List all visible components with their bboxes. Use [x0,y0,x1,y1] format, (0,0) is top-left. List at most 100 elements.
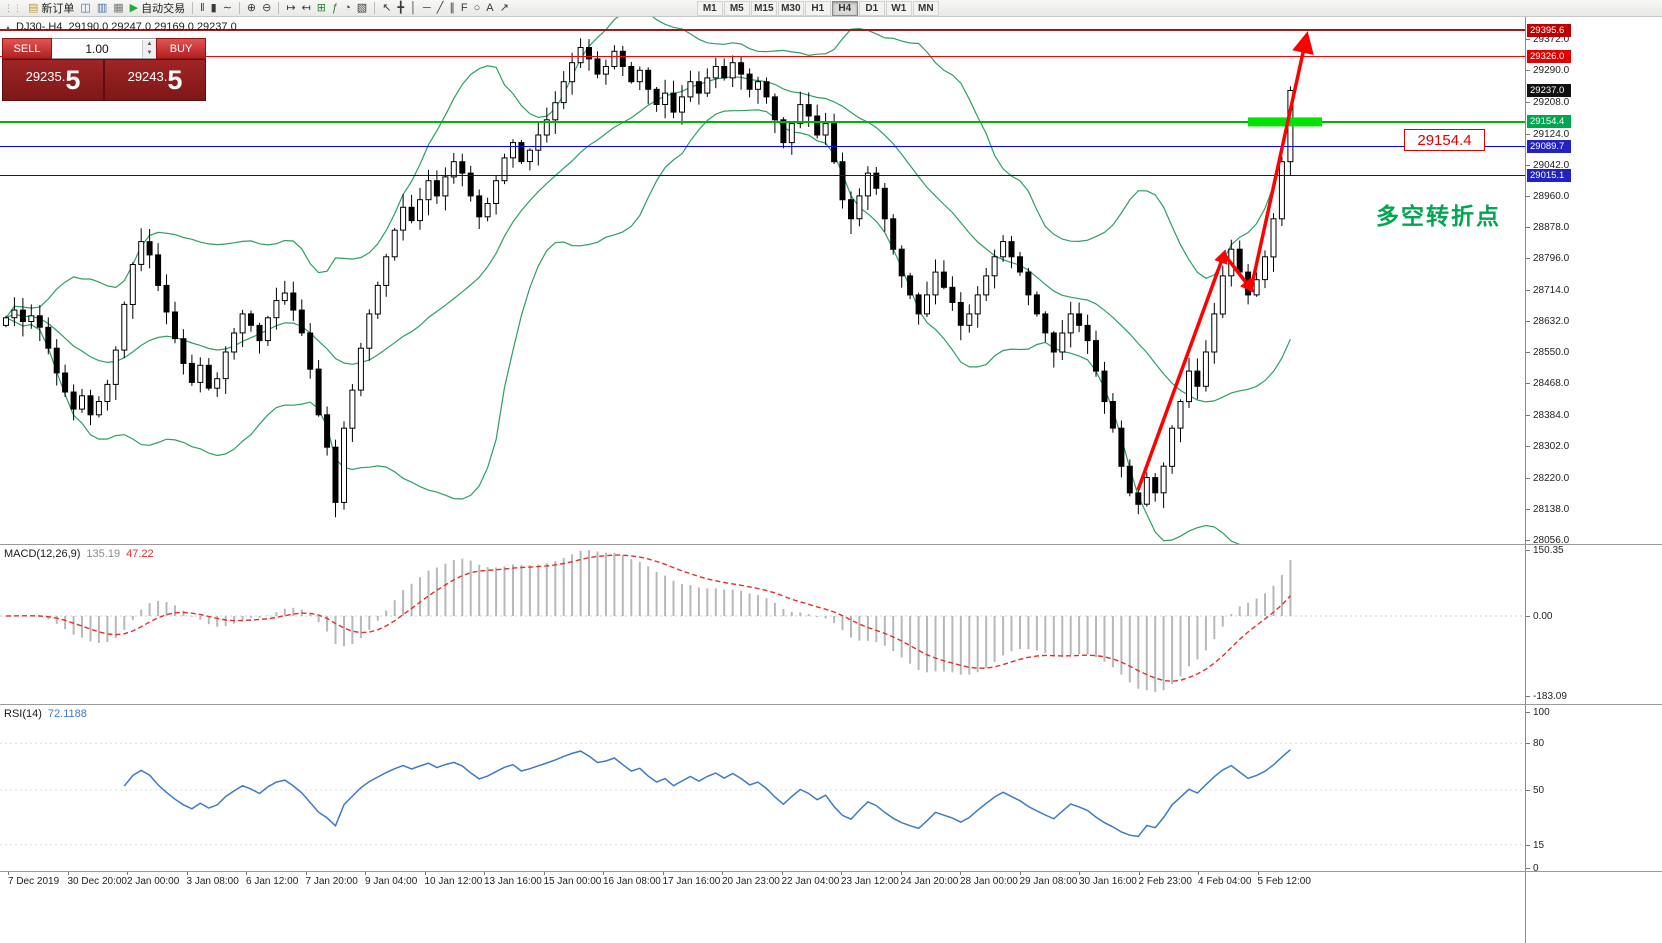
timeframe-button-m5[interactable]: M5 [723,0,750,16]
timeframe-button-m1[interactable]: M1 [696,0,723,16]
new-chart-icon[interactable]: ⊞ [314,1,329,16]
buy-button[interactable]: BUY [156,38,206,59]
buy-price-button[interactable]: 29243. 5 [105,60,205,100]
zoom-in-icon[interactable]: ⊕ [244,1,259,16]
macd-signal-line [5,554,1291,683]
chart-panel[interactable]: ▴ DJ30-.H4 29190.0 29247.0 29169.0 29237… [0,17,1525,544]
timeframe-button-m30[interactable]: M30 [777,0,804,16]
zoom-out-icon-glyph: ⊖ [262,1,272,14]
terminal-icon[interactable]: ▦ [110,1,126,16]
price-scale-tickmark [1526,712,1530,713]
chart-annotation-text[interactable]: 多空转折点 [1376,203,1501,229]
bar-chart-icon[interactable]: ǁ [197,1,208,16]
new-order-button-glyph: ▤ [28,1,39,14]
sell-button[interactable]: SELL [2,38,52,59]
volume-down-button[interactable]: ▼ [143,48,156,58]
auto-trading-button-glyph: ▶ [129,1,139,14]
volume-up-button[interactable]: ▲ [143,39,156,49]
panel-divider[interactable] [0,704,1662,705]
horizontal-level-line[interactable] [0,146,1525,148]
timeframe-group: M1 M5 M15 M30 H1 H4 D1 W1 MN [696,0,939,16]
toolbar-separator [238,2,240,14]
collapse-arrow-icon[interactable]: ▴ [6,22,11,32]
timeframe-button-h4[interactable]: H4 [831,0,858,16]
price-level-label[interactable]: 29154.4 [1404,129,1485,151]
horizontal-level-line[interactable] [0,174,1525,176]
fibonacci-icon[interactable]: F [458,1,471,16]
time-axis-tick [365,872,366,875]
timeframe-button-d1[interactable]: D1 [858,0,885,16]
horizontal-level-line[interactable] [0,56,1525,58]
arrows-tool-icon[interactable]: ↗ [497,1,512,16]
price-scale[interactable]: 29372.0 29290.0 29208.0 29124.0 29042.0 28960… [1525,17,1662,943]
price-scale-tick: 28796.0 [1533,253,1570,265]
time-axis-tick [1019,872,1021,875]
sell-price-button[interactable]: 29235. 5 [3,60,103,100]
macd-panel[interactable]: MACD(12,26,9) 135.19 47.22 [0,545,1525,704]
time-axis-label: 28 Jan 00:00 [960,876,1018,887]
timeframe-button-h1[interactable]: H1 [804,0,831,16]
text-icon[interactable]: A [483,1,496,16]
auto-trading-button[interactable]: ▶ 自动交易 [127,1,188,16]
vertical-line-icon[interactable]: │ [407,1,420,16]
time-axis-label: 29 Jan 08:00 [1019,876,1078,887]
time-axis-tick [1138,872,1140,875]
chart-shift-icon-glyph: ↤ [301,1,311,14]
templates-icon[interactable]: ▧ [354,1,370,16]
time-axis-tick [543,872,545,875]
trendline-icon-glyph: ╱ [436,1,444,14]
timeframe-button-mn[interactable]: MN [912,0,939,16]
one-click-trading-panel: SELL 1.00 ▲ ▼ BUY 29235. 5 29243. 5 [2,38,206,101]
price-scale-tick: 28220.0 [1533,472,1570,484]
indicators-icon[interactable]: ƒ [329,1,341,16]
cursor-icon[interactable]: ↖ [379,1,394,16]
panel-divider[interactable] [0,544,1662,545]
line-chart-icon[interactable]: ∼ [220,1,235,16]
auto-scroll-icon[interactable]: ↦ [283,1,298,16]
price-scale-tickmark [1526,320,1530,322]
time-axis-label: 20 Jan 23:00 [722,876,780,887]
time-axis-tick [67,872,69,875]
horizontal-level-line[interactable] [0,29,1525,32]
new-order-button[interactable]: ▤ 新订单 [25,1,77,16]
bar-chart-icon-glyph: ǁ [200,1,205,14]
auto-scroll-icon-glyph: ↦ [286,1,296,14]
volume-value[interactable]: 1.00 [85,41,109,56]
time-axis-tick [424,872,426,875]
panel-divider[interactable] [0,871,1662,872]
terminal-icon-glyph: ▦ [113,1,124,14]
macd-chart [0,550,1525,693]
candlestick-chart-icon[interactable]: ▮ [208,1,220,16]
crosshair-icon[interactable]: ╋ [394,1,407,16]
horizontal-level-line[interactable] [0,120,1525,123]
shapes-icon-glyph: ○ [473,1,481,14]
channel-icon[interactable]: ∥ [446,1,458,16]
time-axis-label: 30 Dec 20:00 [67,876,128,887]
rsi-value: 72.1188 [47,708,87,720]
current-price-badge: 29237.0 [1527,84,1571,97]
chart-windows-icon[interactable]: ◫ [77,1,93,16]
volume-field[interactable]: 1.00 ▲ ▼ [52,38,156,59]
rsi-panel[interactable]: RSI(14) 72.1188 [0,705,1525,871]
price-scale-tick: -183.09 [1533,691,1567,702]
toolbar-grip[interactable]: ⋮⋮ [4,2,22,13]
zoom-out-icon[interactable]: ⊖ [259,1,274,16]
price-scale-tick: 0.00 [1533,611,1553,622]
line-chart-icon-glyph: ∼ [222,1,232,14]
price-scale-tick: 28138.0 [1533,503,1570,515]
chart-symbol: DJ30-.H4 [16,21,63,33]
chart-shift-icon[interactable]: ↤ [299,1,314,16]
shapes-icon[interactable]: ○ [471,1,484,16]
profiles-icon[interactable]: ▥ [94,1,110,16]
timeframe-button-w1[interactable]: W1 [885,0,912,16]
timeframe-button-m15[interactable]: M15 [750,0,777,16]
time-axis-tick [186,872,188,875]
new-order-button-label: 新订单 [41,3,75,15]
horizontal-line-icon[interactable]: ─ [420,1,434,16]
time-axis[interactable]: 7 Dec 2019 30 Dec 20:00 2 Jan 00:00 3 Jan 0… [0,872,1525,943]
candlestick-chart[interactable] [0,17,1525,544]
time-axis-tick [127,872,128,875]
periods-icon[interactable]: ◔ [341,1,354,16]
price-scale-tickmark [1526,844,1530,846]
trendline-icon[interactable]: ╱ [434,1,447,16]
